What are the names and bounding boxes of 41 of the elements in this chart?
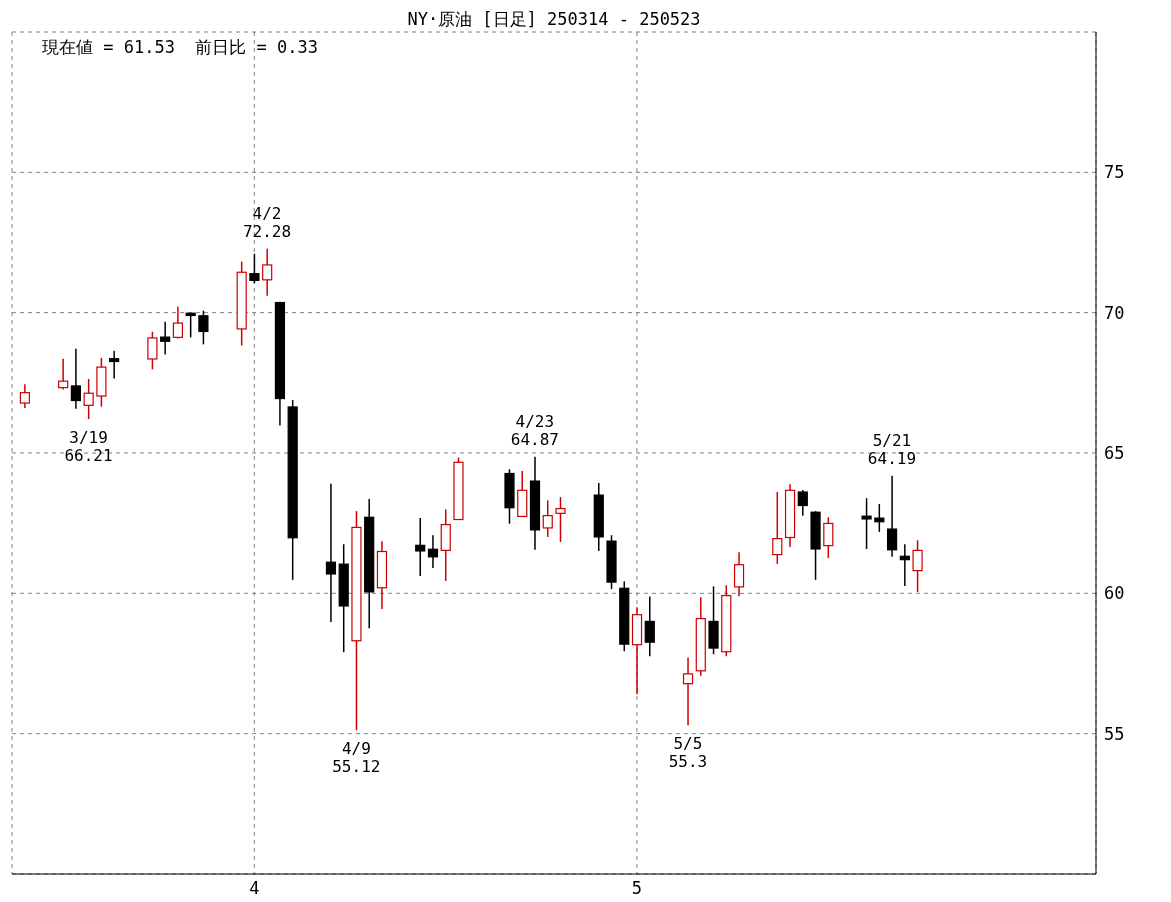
candlestick <box>874 503 885 533</box>
annotation: 3/19 66.21 <box>64 428 113 466</box>
candlestick <box>542 499 553 538</box>
candlestick <box>160 320 171 356</box>
annotation: 4/2 72.28 <box>242 203 292 241</box>
y-tick-label: 75 <box>1104 162 1125 183</box>
x-tick-label: 5 <box>631 878 643 899</box>
annotation: 5/5 55.3 <box>668 734 708 772</box>
annotation: 5/21 64.19 <box>867 430 917 468</box>
candlestick <box>772 491 783 565</box>
candlestick <box>19 383 30 409</box>
candlestick <box>861 497 872 550</box>
candlestick <box>109 350 120 380</box>
candlestick <box>249 252 260 284</box>
candlestick <box>823 516 834 559</box>
candlestick <box>912 539 923 593</box>
y-tick-label: 70 <box>1104 302 1125 323</box>
candlestick <box>70 348 81 410</box>
candlestick <box>147 331 158 371</box>
candlestick <box>682 656 694 726</box>
y-tick-label: 60 <box>1104 583 1125 604</box>
candlestick <box>58 357 69 391</box>
annotation: 4/9 55.12 <box>332 739 381 777</box>
candlestick <box>172 306 184 340</box>
chart-title: NY·原油 [日足] 250314 - 250523 <box>406 8 702 30</box>
candlestick <box>797 489 808 517</box>
y-tick-label: 65 <box>1104 443 1125 464</box>
candlestick <box>83 378 94 420</box>
annotation: 4/23 64.87 <box>510 411 559 449</box>
candlestick <box>733 551 745 597</box>
y-tick-label: 55 <box>1104 723 1125 744</box>
candlestick <box>427 534 439 569</box>
candlestick <box>262 247 273 297</box>
annotation: 現在値 = 61.53 前日比 = 0.33 <box>42 36 318 59</box>
x-tick-label: 4 <box>249 878 260 899</box>
candlestick <box>644 595 655 657</box>
candlestick <box>886 474 898 558</box>
candlestick <box>325 483 337 623</box>
candlestick <box>198 309 209 346</box>
candlestick <box>415 517 426 577</box>
candlestick <box>555 496 566 543</box>
